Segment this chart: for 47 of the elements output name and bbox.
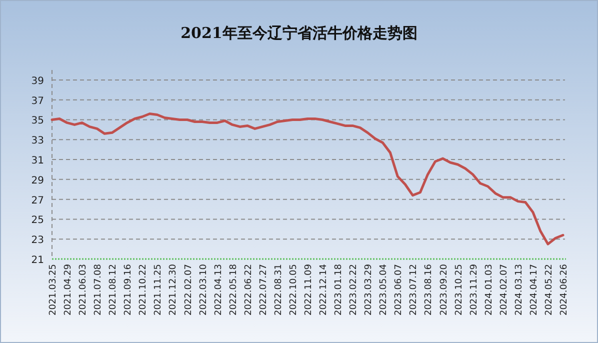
y-tick-label: 33	[31, 136, 44, 147]
x-tick-label: 2022.11.09	[304, 264, 314, 316]
x-tick-label: 2024.01.03	[484, 264, 494, 316]
line-series	[50, 112, 564, 246]
y-tick-label: 25	[31, 215, 44, 226]
x-tick-label: 2021.03.25	[48, 264, 58, 316]
x-tick-label: 2023.10.25	[454, 264, 464, 316]
y-tick-label: 21	[31, 255, 44, 266]
y-tick-label: 23	[31, 235, 44, 246]
y-tick-label: 31	[31, 156, 44, 167]
x-tick-label: 2022.12.14	[319, 264, 330, 316]
y-tick-label: 27	[31, 195, 44, 206]
x-tick-label: 2023.06.07	[394, 264, 404, 316]
x-tick-label: 2021.10.22	[138, 264, 149, 316]
x-tick-label: 2023.03.29	[364, 264, 374, 316]
x-tick-label: 2022.02.07	[184, 264, 194, 316]
x-tick-label: 2023.07.12	[409, 264, 420, 316]
x-tick-label: 2023.01.18	[334, 264, 344, 316]
x-tick-label: 2021.11.25	[154, 264, 164, 316]
x-tick-label: 2023.02.22	[349, 264, 360, 316]
x-tick-label: 2021.06.03	[78, 264, 89, 316]
x-tick-label: 2022.05.18	[228, 264, 239, 316]
x-tick-label: 2024.06.26	[560, 264, 570, 316]
x-tick-label: 2024.02.07	[499, 264, 510, 316]
x-tick-label: 2023.08.16	[424, 264, 434, 316]
y-tick-label: 37	[31, 96, 44, 107]
x-tick-label: 2024.03.13	[514, 264, 524, 316]
x-tick-label: 2023.11.29	[469, 264, 480, 316]
x-tick-label: 2021.12.30	[168, 264, 179, 316]
x-tick-label: 2022.08.31	[274, 264, 284, 316]
x-tick-label: 2021.08.12	[108, 264, 119, 316]
x-tick-label: 2022.04.13	[214, 264, 224, 316]
x-tick-label: 2022.03.10	[198, 264, 209, 316]
x-tick-label: 2023.05.04	[379, 264, 390, 316]
x-tick-label: 2021.04.29	[64, 264, 74, 316]
y-tick-label: 29	[31, 175, 44, 186]
x-tick-label: 2021.07.08	[94, 264, 104, 316]
x-tick-label: 2022.10.05	[288, 264, 299, 316]
x-tick-label: 2022.06.22	[244, 264, 254, 316]
x-tick-label: 2024.04.17	[529, 264, 540, 316]
x-tick-label: 2021.09.16	[124, 264, 134, 316]
chart-title: 2021年至今辽宁省活牛价格走势图	[180, 24, 418, 42]
x-tick-label: 2023.09.20	[439, 264, 450, 316]
y-tick-label: 35	[31, 116, 44, 127]
y-tick-label: 39	[31, 76, 44, 87]
x-tick-label: 2022.07.27	[258, 264, 269, 316]
x-tick-label: 2024.05.22	[544, 264, 554, 316]
